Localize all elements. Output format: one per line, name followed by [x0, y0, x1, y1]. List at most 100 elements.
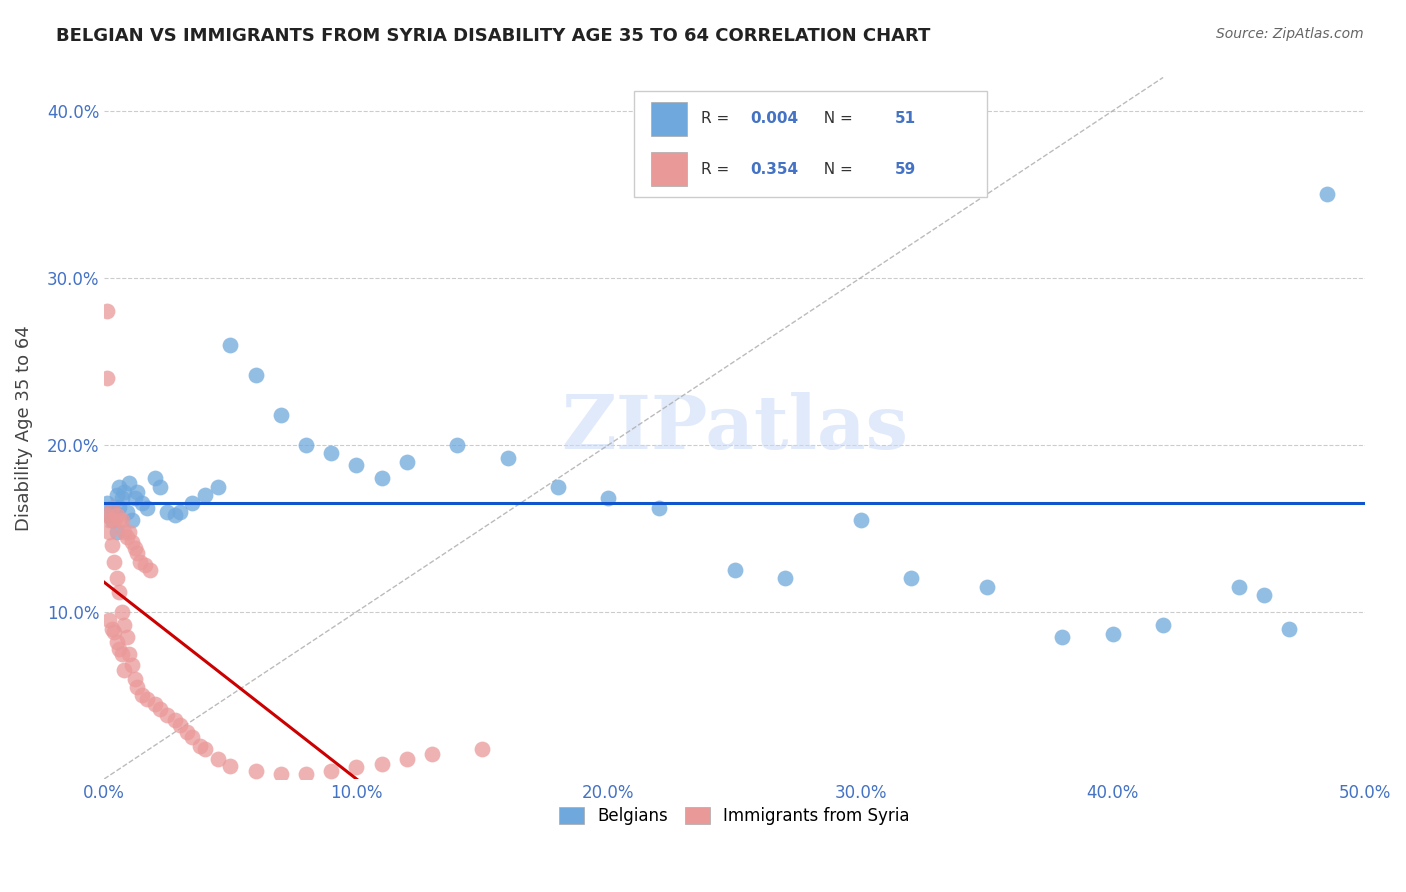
- Point: [108, 585, 131, 599]
- Point: [111, 605, 134, 619]
- Text: BELGIAN VS IMMIGRANTS FROM SYRIA DISABILITY AGE 35 TO 64 CORRELATION CHART: BELGIAN VS IMMIGRANTS FROM SYRIA DISABIL…: [56, 27, 931, 45]
- Point: [169, 505, 191, 519]
- Point: [125, 680, 148, 694]
- Point: [111, 513, 134, 527]
- Point: [900, 572, 922, 586]
- Point: [98, 513, 121, 527]
- Point: [124, 491, 146, 506]
- Point: [143, 471, 166, 485]
- Point: [395, 752, 418, 766]
- Point: [103, 624, 125, 639]
- Point: [270, 408, 292, 422]
- Point: [103, 513, 125, 527]
- Point: [1278, 622, 1301, 636]
- Point: [101, 501, 124, 516]
- Point: [108, 513, 131, 527]
- Point: [105, 488, 128, 502]
- Point: [96, 496, 118, 510]
- Point: [295, 438, 318, 452]
- Point: [118, 524, 141, 539]
- Point: [446, 438, 468, 452]
- Point: [112, 484, 135, 499]
- Point: [149, 702, 172, 716]
- Point: [370, 471, 392, 485]
- Point: [207, 752, 229, 766]
- Text: ZIPatlas: ZIPatlas: [561, 392, 908, 465]
- Point: [321, 764, 343, 778]
- Point: [149, 480, 172, 494]
- Point: [169, 718, 191, 732]
- Point: [105, 524, 128, 539]
- Point: [245, 764, 267, 778]
- Point: [115, 505, 138, 519]
- Point: [219, 337, 242, 351]
- Point: [98, 613, 121, 627]
- Point: [723, 563, 745, 577]
- Point: [138, 563, 160, 577]
- Point: [136, 691, 159, 706]
- Point: [773, 572, 796, 586]
- Point: [136, 501, 159, 516]
- Point: [101, 513, 124, 527]
- Point: [156, 505, 179, 519]
- Point: [344, 458, 367, 472]
- Point: [420, 747, 443, 761]
- Point: [1101, 626, 1123, 640]
- Point: [134, 558, 156, 573]
- Point: [245, 368, 267, 382]
- Point: [188, 739, 211, 753]
- Point: [108, 500, 131, 514]
- Point: [105, 572, 128, 586]
- Point: [207, 480, 229, 494]
- Point: [321, 446, 343, 460]
- Point: [143, 697, 166, 711]
- Point: [370, 756, 392, 771]
- Point: [103, 505, 125, 519]
- Point: [101, 622, 124, 636]
- Legend: Belgians, Immigrants from Syria: Belgians, Immigrants from Syria: [551, 799, 918, 834]
- Point: [98, 524, 121, 539]
- Point: [131, 496, 153, 510]
- Point: [344, 760, 367, 774]
- Point: [108, 641, 131, 656]
- Point: [1253, 588, 1275, 602]
- Point: [96, 508, 118, 522]
- Point: [471, 742, 494, 756]
- Point: [1316, 187, 1339, 202]
- Point: [101, 501, 124, 516]
- Point: [163, 508, 186, 522]
- Point: [124, 672, 146, 686]
- Point: [163, 714, 186, 728]
- Point: [96, 371, 118, 385]
- Point: [176, 725, 198, 739]
- Point: [124, 541, 146, 556]
- Point: [598, 491, 620, 506]
- Text: Source: ZipAtlas.com: Source: ZipAtlas.com: [1216, 27, 1364, 41]
- Point: [98, 508, 121, 522]
- Point: [105, 508, 128, 522]
- Point: [112, 664, 135, 678]
- Point: [103, 555, 125, 569]
- Point: [125, 484, 148, 499]
- Point: [108, 480, 131, 494]
- Point: [270, 767, 292, 781]
- Point: [115, 530, 138, 544]
- Point: [181, 730, 204, 744]
- Point: [118, 476, 141, 491]
- Point: [128, 555, 150, 569]
- Point: [1227, 580, 1250, 594]
- Point: [118, 647, 141, 661]
- Point: [121, 513, 143, 527]
- Point: [121, 658, 143, 673]
- Point: [105, 635, 128, 649]
- Point: [115, 630, 138, 644]
- Y-axis label: Disability Age 35 to 64: Disability Age 35 to 64: [15, 326, 32, 531]
- Point: [395, 454, 418, 468]
- Point: [496, 451, 519, 466]
- Point: [156, 708, 179, 723]
- Point: [131, 689, 153, 703]
- Point: [121, 534, 143, 549]
- Point: [547, 480, 569, 494]
- Point: [295, 767, 318, 781]
- Point: [194, 488, 217, 502]
